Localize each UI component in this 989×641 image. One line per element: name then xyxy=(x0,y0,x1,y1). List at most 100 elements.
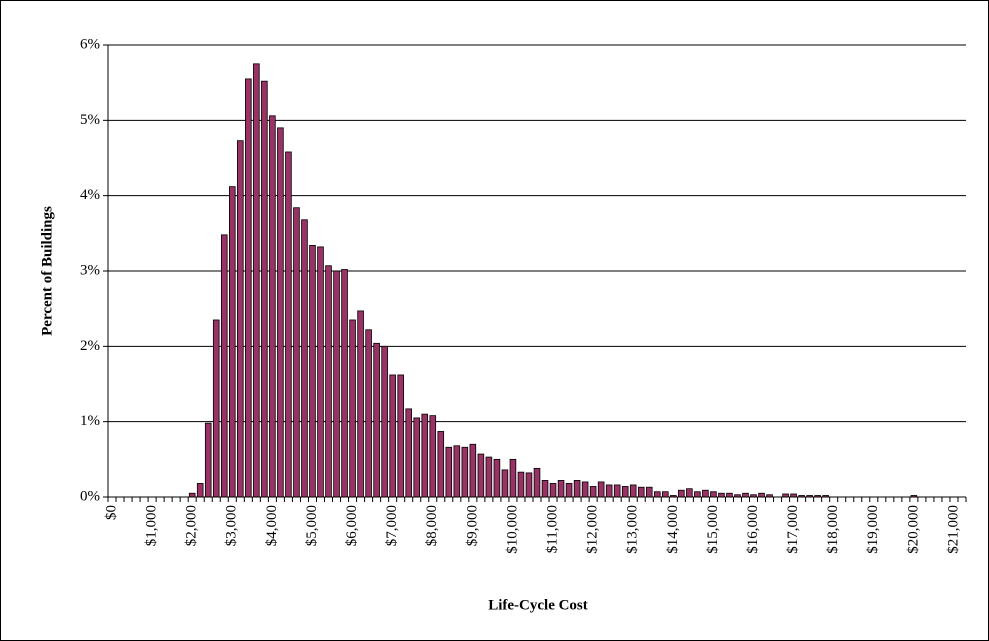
bar xyxy=(637,486,645,498)
bar xyxy=(325,265,332,498)
x-tick-label: $20,000 xyxy=(905,505,921,554)
bar xyxy=(405,408,412,498)
bar xyxy=(477,453,485,498)
x-tick-label: $19,000 xyxy=(865,505,881,554)
bar xyxy=(678,489,685,498)
bar xyxy=(261,80,268,498)
bar xyxy=(718,492,725,498)
bar xyxy=(365,329,372,498)
y-tick-label: 0% xyxy=(80,488,100,504)
bar xyxy=(309,244,316,498)
x-tick-label: $4,000 xyxy=(264,505,280,546)
bar xyxy=(629,484,637,498)
y-tick-label: 6% xyxy=(80,36,100,52)
x-tick-label: $8,000 xyxy=(424,505,440,546)
x-tick-label: $7,000 xyxy=(384,505,400,546)
bar xyxy=(565,483,573,498)
bar xyxy=(285,151,292,498)
bar xyxy=(349,319,356,498)
bar xyxy=(469,443,477,498)
bar xyxy=(421,413,429,498)
bar xyxy=(653,491,661,498)
bar xyxy=(589,486,597,498)
x-tick-label: $3,000 xyxy=(224,505,240,546)
bar xyxy=(533,467,541,498)
y-tick-label: 3% xyxy=(80,262,100,278)
bar xyxy=(621,486,629,498)
bar xyxy=(613,484,621,498)
bar xyxy=(445,446,453,498)
bar xyxy=(429,415,437,498)
x-tick-label: $15,000 xyxy=(705,505,721,554)
bar xyxy=(710,491,717,498)
bar xyxy=(702,489,709,498)
bar xyxy=(204,422,212,498)
bar xyxy=(317,246,324,498)
x-tick-label: $18,000 xyxy=(825,505,841,554)
bar xyxy=(389,374,396,498)
bar xyxy=(413,417,421,498)
bar xyxy=(269,115,276,498)
bar xyxy=(341,269,348,498)
bar xyxy=(645,486,653,498)
bar xyxy=(662,491,669,498)
bar xyxy=(605,484,613,498)
x-tick-label: $1,000 xyxy=(144,505,160,546)
bar xyxy=(686,488,693,498)
bar xyxy=(501,469,509,498)
x-tick-label: $17,000 xyxy=(785,505,801,554)
bar xyxy=(293,207,300,498)
bar xyxy=(437,431,445,498)
bar xyxy=(188,492,196,498)
y-axis-title: Percent of Buildings xyxy=(39,206,55,336)
bar xyxy=(357,310,364,498)
bar xyxy=(557,480,565,498)
bar xyxy=(301,219,308,498)
bar xyxy=(573,480,581,498)
x-tick-label: $0 xyxy=(103,505,119,520)
x-tick-label: $13,000 xyxy=(625,505,641,554)
bar xyxy=(253,63,260,498)
x-tick-label: $11,000 xyxy=(544,505,560,553)
bar xyxy=(758,492,765,498)
bar xyxy=(245,78,252,498)
bar xyxy=(742,492,749,498)
y-tick-label: 4% xyxy=(80,187,100,203)
bar xyxy=(525,472,533,498)
x-tick-label: $9,000 xyxy=(464,505,480,546)
bar xyxy=(237,140,244,498)
bar xyxy=(694,491,701,498)
x-tick-label: $21,000 xyxy=(945,505,961,554)
bar xyxy=(220,234,228,498)
x-tick-label: $2,000 xyxy=(184,505,200,546)
bar xyxy=(381,345,388,498)
bar xyxy=(212,319,220,498)
bar xyxy=(277,127,284,498)
bar xyxy=(333,270,340,498)
bar xyxy=(229,186,236,498)
bar xyxy=(196,483,204,498)
bar xyxy=(541,480,549,498)
x-tick-label: $6,000 xyxy=(344,505,360,546)
x-tick-label: $5,000 xyxy=(304,505,320,546)
y-tick-label: 2% xyxy=(80,338,100,354)
x-tick-label: $16,000 xyxy=(745,505,761,554)
bar xyxy=(493,458,501,498)
x-tick-label: $14,000 xyxy=(665,505,681,554)
y-tick-label: 1% xyxy=(80,413,100,429)
bar xyxy=(597,481,605,498)
y-tick-label: 5% xyxy=(80,112,100,128)
bar xyxy=(517,471,525,498)
bar xyxy=(453,445,461,498)
bar xyxy=(549,483,557,498)
x-tick-label: $10,000 xyxy=(504,505,520,554)
bar xyxy=(726,492,733,498)
bar xyxy=(485,456,493,498)
x-axis-title: Life-Cycle Cost xyxy=(488,597,588,613)
x-tick-label: $12,000 xyxy=(585,505,601,554)
bar xyxy=(581,481,589,498)
bar xyxy=(509,458,517,498)
bar xyxy=(373,342,380,498)
